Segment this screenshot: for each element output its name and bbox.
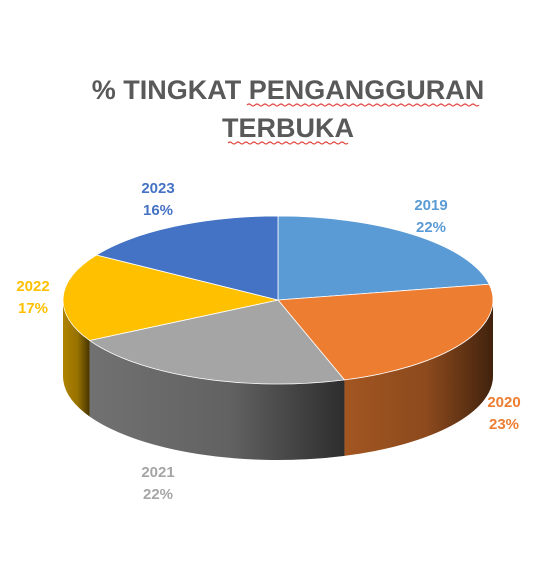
data-label-2019: 2019 22%	[414, 197, 447, 236]
data-label-value: 16%	[143, 202, 173, 219]
slice-side-shading	[89, 340, 345, 461]
data-label-category: 2022	[16, 278, 49, 295]
pie-slice-2021	[89, 299, 345, 385]
data-label-value: 17%	[18, 300, 48, 317]
chart-title: % TINGKAT PENGANGGURAN TERBUKA	[92, 75, 485, 145]
pie-slices	[62, 215, 494, 385]
data-label-2021: 2021 22%	[141, 464, 174, 503]
spellcheck-underline	[246, 103, 480, 107]
spellcheck-underline	[227, 141, 349, 145]
slice-side-2021	[89, 340, 345, 461]
chart-title-line-1: % TINGKAT PENGANGGURAN	[92, 75, 485, 105]
slice-side-shading	[344, 300, 494, 456]
data-labels: 2019 22% 2020 23% 2021 22% 2022 17% 2023 16%	[16, 180, 520, 503]
chart-title-line-2: TERBUKA	[222, 113, 354, 143]
data-label-2022: 2022 17%	[16, 278, 49, 317]
data-label-category: 2023	[141, 180, 174, 197]
slice-side-2022	[63, 300, 90, 417]
data-label-2023: 2023 16%	[141, 180, 174, 219]
data-label-2020: 2020 23%	[487, 394, 520, 433]
data-label-value: 22%	[143, 486, 173, 503]
data-label-category: 2021	[141, 464, 174, 481]
pie-slice-2023	[96, 215, 279, 301]
data-label-value: 22%	[416, 219, 446, 236]
pie-side-walls	[63, 278, 494, 461]
pie-slice-2020	[277, 283, 494, 381]
data-label-value: 23%	[489, 416, 519, 433]
data-label-category: 2019	[414, 197, 447, 214]
slice-side-shading	[63, 300, 90, 417]
data-label-category: 2020	[487, 394, 520, 411]
pie-slice-2019	[277, 215, 490, 301]
pie-slice-2022	[62, 254, 279, 341]
slice-side-2020	[344, 300, 494, 456]
